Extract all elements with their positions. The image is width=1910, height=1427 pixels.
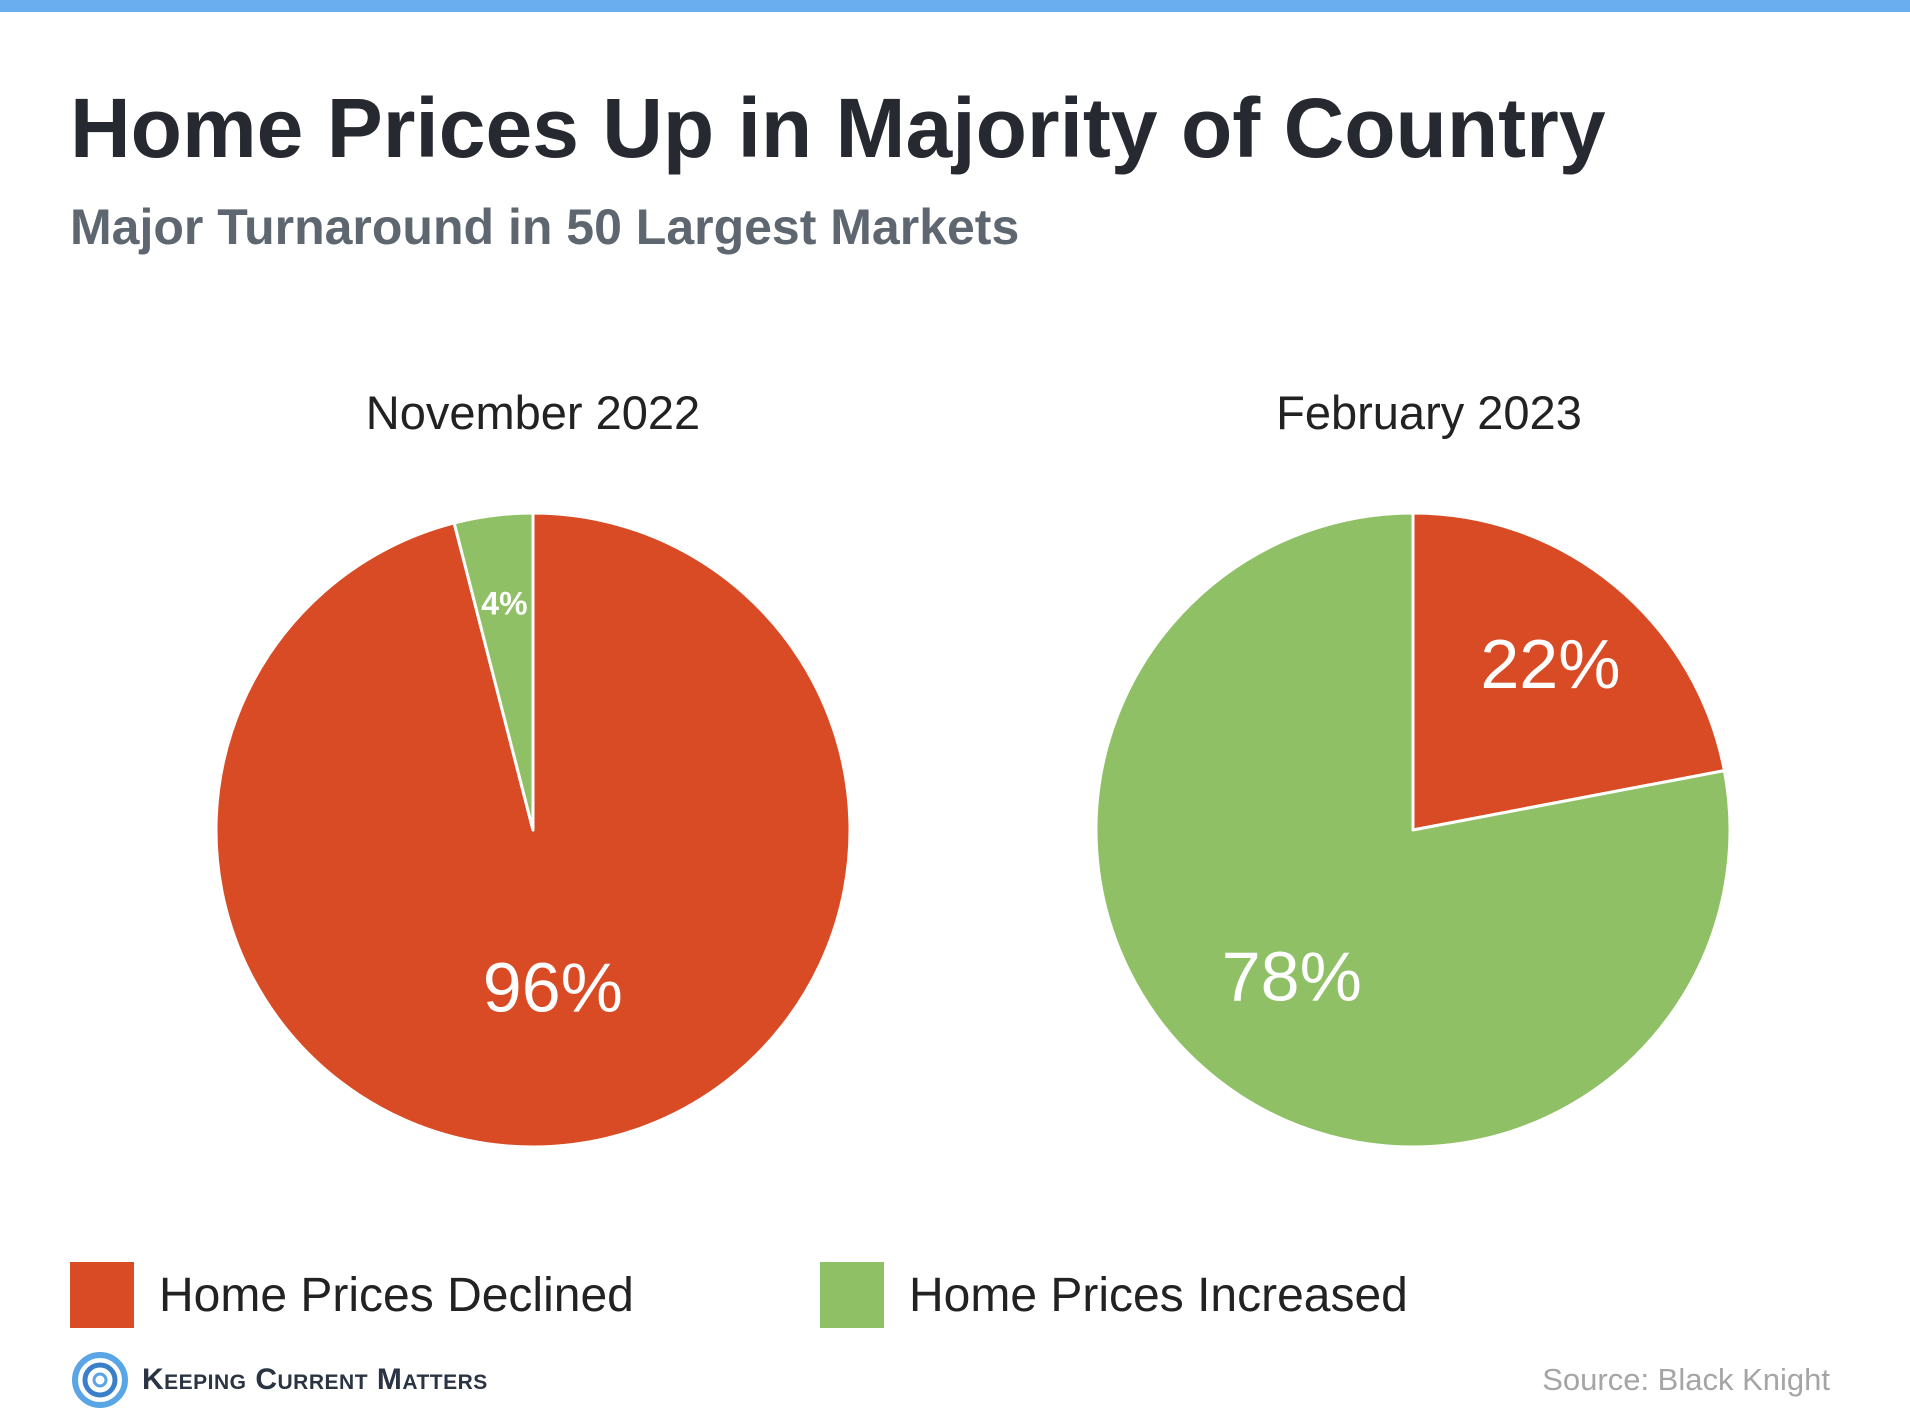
pie-slice-november-2022-home-prices-increased xyxy=(452,511,535,832)
pie-label-november-2022-home-prices-declined: 96% xyxy=(483,948,623,1026)
pie-slice-february-2023-home-prices-declined xyxy=(1411,511,1726,832)
pie-slice-february-2023-home-prices-increased xyxy=(1094,511,1732,1149)
pie-label-february-2023-home-prices-declined: 22% xyxy=(1480,625,1620,703)
brand-logo: Keeping Current Matters xyxy=(72,1352,488,1408)
legend-swatch-increased xyxy=(820,1262,884,1328)
pie-label-november-2022-home-prices-increased: 4% xyxy=(481,586,527,622)
page-subtitle: Major Turnaround in 50 Largest Markets xyxy=(70,199,1020,255)
legend-label-declined: Home Prices Declined xyxy=(159,1268,634,1322)
source-note: Source: Black Knight xyxy=(1542,1362,1830,1397)
brand-name: Keeping Current Matters xyxy=(142,1363,488,1396)
page-title: Home Prices Up in Majority of Country xyxy=(70,81,1606,175)
pie-chart-title-february-2023: February 2023 xyxy=(1276,386,1582,439)
pie-label-february-2023-home-prices-increased: 78% xyxy=(1222,938,1362,1016)
pie-chart-title-november-2022: November 2022 xyxy=(365,386,701,439)
swirl-logo-icon xyxy=(72,1352,128,1408)
legend-label-increased: Home Prices Increased xyxy=(909,1268,1408,1322)
legend-item-increased: Home Prices Increased xyxy=(820,1262,1408,1328)
legend-item-declined: Home Prices Declined xyxy=(70,1262,634,1328)
top-accent-bar xyxy=(0,0,1910,12)
legend-swatch-declined xyxy=(70,1262,134,1328)
